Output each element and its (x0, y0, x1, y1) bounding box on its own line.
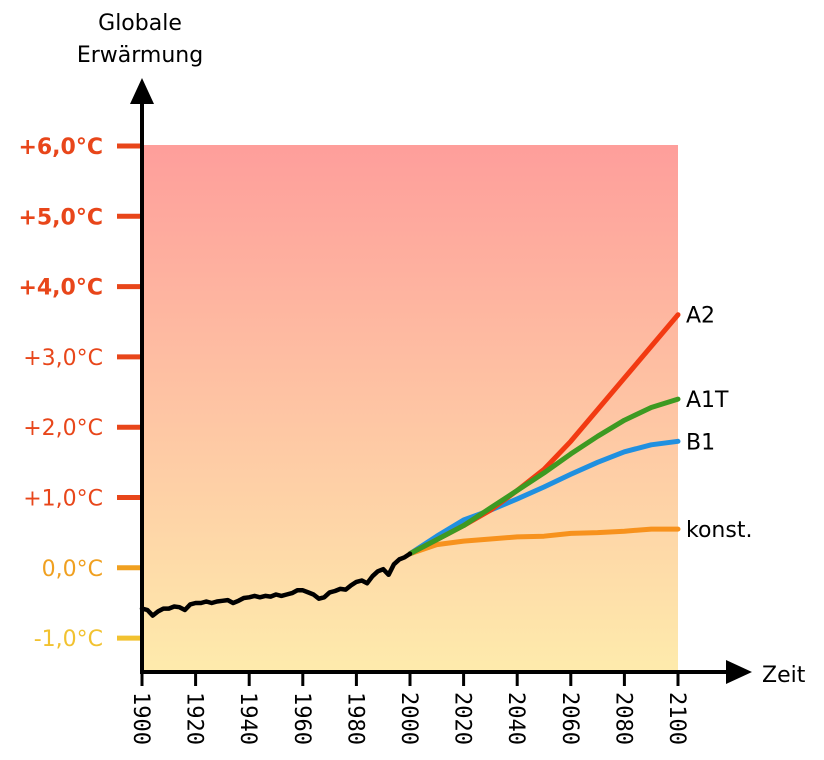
y-tick-label: -1,0°C (34, 627, 103, 652)
y-axis-ticks: +6,0°C +5,0°C +4,0°C +3,0°C +2,0°C +1,0°C 0,0°… (18, 135, 140, 652)
historical-line (139, 551, 413, 618)
y-tick-label: +5,0°C (18, 205, 103, 230)
x-tick-label: 2080 (610, 692, 635, 745)
series-label: A2 (686, 304, 715, 329)
series-label: B1 (686, 430, 715, 455)
series-labels: A2 A1T B1 konst. (686, 304, 752, 543)
x-tick-label: 1900 (128, 692, 153, 745)
x-axis-ticks: 1900 1920 1940 1960 1980 2000 2020 2040 2060 2080… (128, 672, 689, 745)
plot-background (142, 145, 678, 672)
series-line-konst (407, 526, 681, 557)
y-axis-arrow (130, 78, 154, 104)
series-label: A1T (686, 388, 729, 413)
x-tick-label: 1940 (235, 692, 260, 745)
y-axis-title-line-1: Globale (98, 11, 182, 36)
series-line-A1T (407, 396, 681, 557)
x-axis-arrow (726, 660, 752, 684)
y-tick-label: 0,0°C (42, 557, 103, 582)
y-axis-title-line-2: Erwärmung (77, 43, 203, 68)
x-tick-label: 2060 (557, 692, 582, 745)
x-tick-label: 1960 (289, 692, 314, 745)
y-tick-label: +3,0°C (23, 346, 103, 371)
y-tick-label: +1,0°C (23, 487, 103, 512)
x-tick-label: 1920 (182, 692, 207, 745)
y-tick-label: +4,0°C (18, 276, 103, 301)
series-label: konst. (686, 518, 752, 543)
series-line-B1 (407, 438, 681, 557)
x-tick-label: 2040 (503, 692, 528, 745)
x-tick-label: 2020 (450, 692, 475, 745)
y-tick-label: +6,0°C (18, 135, 103, 160)
y-tick-label: +2,0°C (23, 416, 103, 441)
series-lines (139, 312, 681, 618)
x-axis-title: Zeit (762, 663, 806, 688)
x-tick-label: 2100 (664, 692, 689, 745)
x-tick-label: 1980 (342, 692, 367, 745)
x-tick-label: 2000 (396, 692, 421, 745)
